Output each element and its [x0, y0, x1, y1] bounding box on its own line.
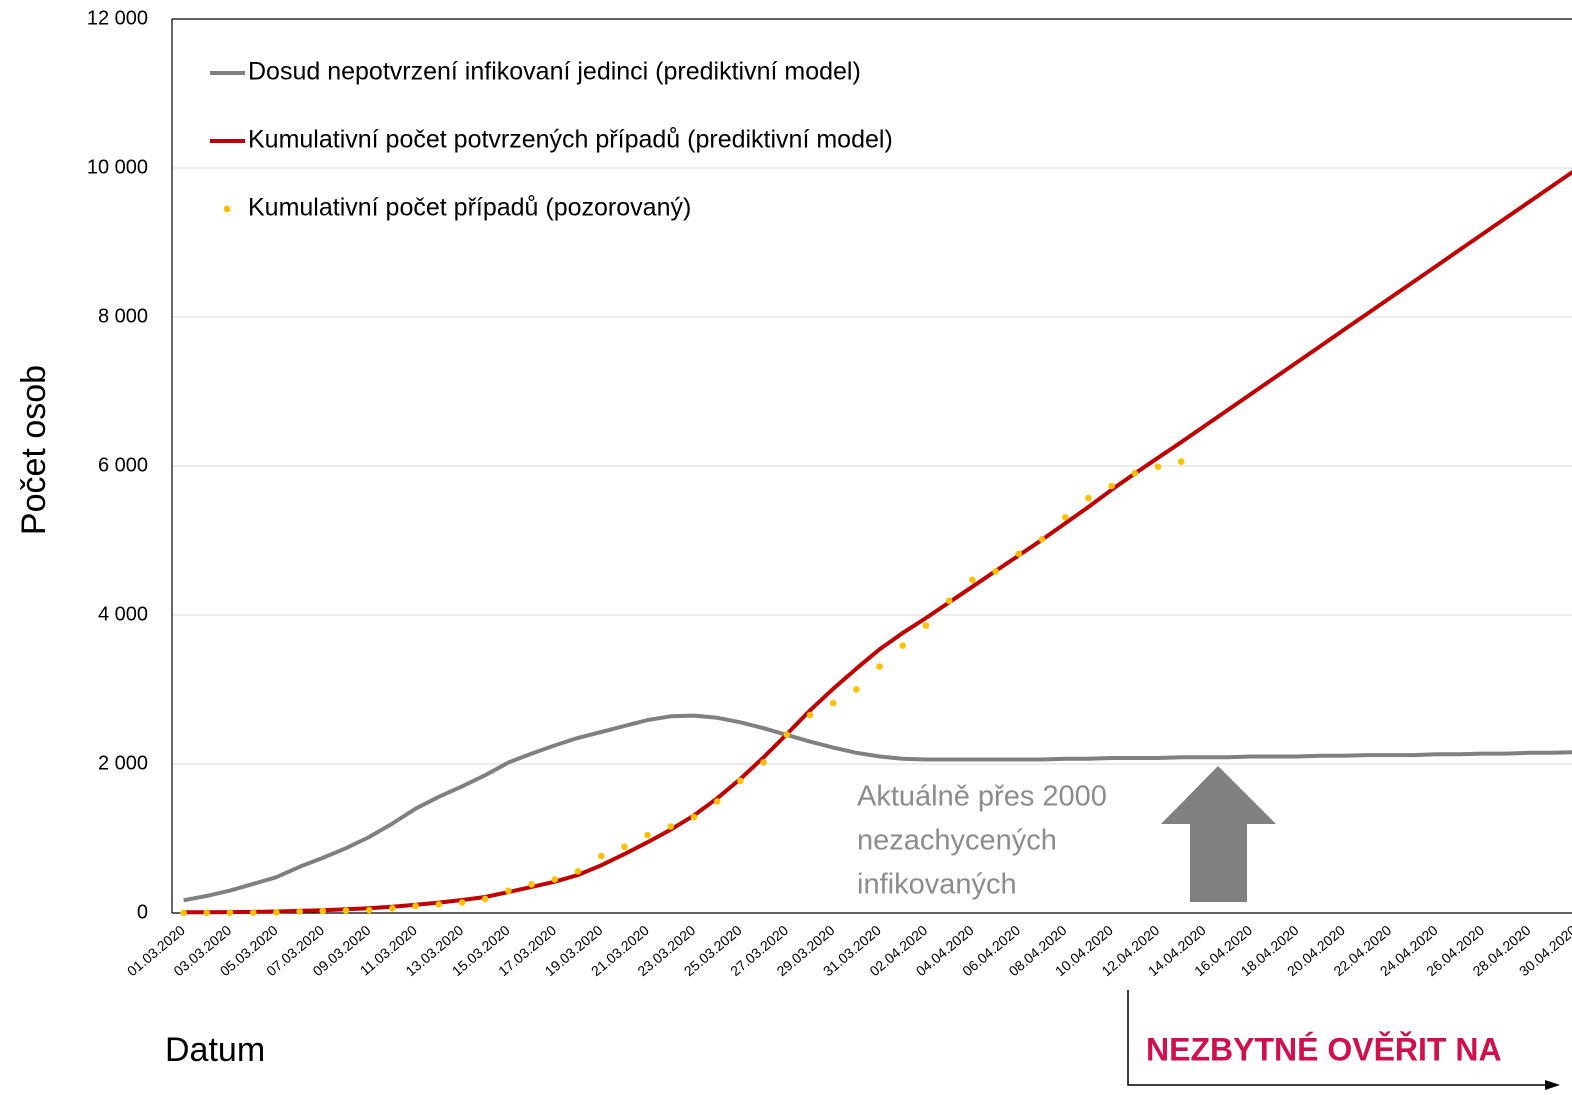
data-point	[574, 867, 582, 875]
data-point	[505, 887, 512, 895]
legend-label: Dosud nepotvrzení infikovaní jedinci (pr…	[248, 58, 861, 86]
data-point	[690, 813, 698, 821]
arrow	[1161, 766, 1276, 902]
legend-label: Kumulativní počet případů (pozorovaný)	[248, 194, 691, 222]
data-point	[226, 909, 234, 916]
legend-swatch	[223, 205, 231, 213]
data-point	[1131, 470, 1139, 477]
data-point	[458, 899, 466, 906]
data-point	[969, 576, 976, 584]
data-point	[1177, 458, 1185, 465]
data-point	[273, 909, 280, 916]
data-point	[829, 699, 837, 707]
data-point	[528, 881, 535, 888]
y-tick-label: 10 000	[87, 156, 148, 178]
data-point	[667, 823, 675, 830]
annotation: infikovaných	[857, 869, 1017, 901]
data-point	[365, 906, 373, 914]
data-point	[922, 622, 930, 629]
data-point	[1015, 550, 1023, 558]
data-point	[597, 852, 605, 860]
y-tick-label: 12 000	[87, 7, 148, 29]
y-tick-label: 0	[137, 901, 148, 923]
data-point	[876, 663, 883, 670]
data-point	[319, 907, 327, 915]
data-point	[389, 905, 396, 912]
data-point	[853, 686, 860, 693]
data-point	[551, 876, 559, 883]
data-point	[783, 731, 791, 738]
data-point	[435, 901, 443, 908]
data-point	[760, 759, 767, 766]
data-point	[1108, 482, 1115, 490]
y-tick-label: 2 000	[98, 752, 148, 774]
data-point	[412, 902, 419, 910]
banner-frame	[1127, 990, 1545, 1086]
data-point	[1061, 513, 1069, 521]
data-point	[481, 895, 489, 903]
data-point	[899, 642, 907, 649]
y-tick-label: 6 000	[98, 454, 148, 476]
banner-arrowhead	[1545, 1080, 1560, 1090]
x-axis-label: Datum	[165, 1031, 265, 1069]
series-line	[183, 713, 1572, 903]
y-tick-label: 4 000	[98, 603, 148, 625]
data-point	[644, 831, 651, 839]
data-point	[713, 798, 721, 805]
data-point	[180, 909, 187, 917]
legend-label: Kumulativní počet potvrzených případů (p…	[248, 126, 893, 154]
data-point	[992, 567, 999, 575]
data-point	[342, 907, 350, 914]
data-point	[249, 909, 257, 916]
y-axis-label: Počet osob	[15, 365, 53, 535]
annotation: Aktuálně přes 2000	[857, 781, 1107, 813]
y-tick-label: 8 000	[98, 305, 148, 327]
data-point	[1085, 494, 1092, 502]
annotation: nezachycených	[857, 825, 1057, 857]
data-point	[296, 908, 303, 915]
data-point	[945, 597, 953, 605]
data-point	[1038, 535, 1046, 543]
data-point	[1154, 463, 1162, 470]
data-point	[203, 909, 211, 917]
data-point	[737, 777, 744, 785]
banner-text: NEZBYTNÉ OVĚŘIT NA	[1146, 1031, 1502, 1067]
data-point	[806, 711, 814, 719]
data-point	[621, 843, 628, 851]
